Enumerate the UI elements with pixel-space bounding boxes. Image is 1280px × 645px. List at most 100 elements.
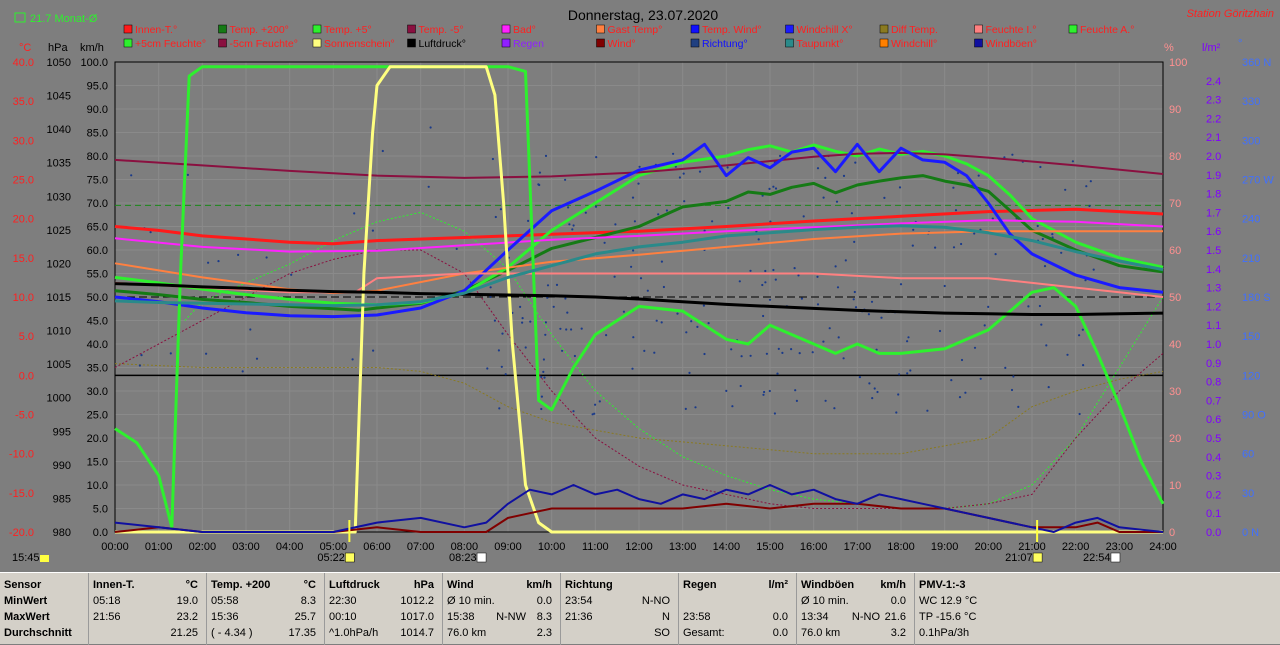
stats-column: Windböen km/h Ø 10 min. 0.0 13:34 N-NO 21.6 76.… xyxy=(796,573,914,645)
direction-point xyxy=(870,300,874,303)
humidity-tick-label: 70 xyxy=(1169,198,1181,210)
direction-point xyxy=(964,391,967,394)
direction-point xyxy=(568,223,571,226)
direction-point xyxy=(353,212,356,215)
time-tick-label: 09:00 xyxy=(494,541,522,553)
wind-tick-label: 60.0 xyxy=(87,245,108,257)
station-name: Station Göritzhain xyxy=(1187,8,1274,20)
sun-event-icon xyxy=(476,552,487,563)
legend-label: Richtung° xyxy=(702,38,748,50)
pressure-tick-label: 1005 xyxy=(47,359,71,371)
stats-column: PMV-1:-3 WC 12.9 °C TP -15.6 °C 0.1hPa/3h xyxy=(914,573,1034,645)
direction-point xyxy=(500,365,503,368)
stats-cell-value: 0.0 xyxy=(772,611,788,623)
direction-point xyxy=(504,373,507,376)
direction-point xyxy=(682,172,685,175)
stats-header-label: Temp. +200 xyxy=(211,579,271,591)
direction-point xyxy=(1078,412,1081,416)
stats-row: MaxWert xyxy=(4,611,84,627)
direction-point xyxy=(603,241,606,244)
direction-point xyxy=(584,211,587,214)
direction-point xyxy=(571,228,574,231)
stats-header: PMV-1:-3 xyxy=(919,579,1030,595)
legend-label: Sonnenschein° xyxy=(324,38,395,50)
direction-point xyxy=(726,166,729,169)
direction-point xyxy=(542,370,545,373)
stats-cell-value: 23.2 xyxy=(176,611,198,623)
pressure-tick-label: 985 xyxy=(53,493,71,505)
time-tick-label: 12:00 xyxy=(625,541,653,553)
stats-header-unit: l/m² xyxy=(768,579,788,591)
time-tick-label: 00:00 xyxy=(101,541,129,553)
direction-point xyxy=(1089,180,1092,183)
stats-header-unit: °C xyxy=(303,579,316,591)
direction-point xyxy=(739,384,742,388)
direction-point xyxy=(852,298,855,301)
stats-row: 76.0 km 2.3 xyxy=(447,627,556,643)
direction-point xyxy=(655,319,658,322)
stats-cell-label: 22:30 xyxy=(329,595,357,607)
rain-tick-label: 0.5 xyxy=(1206,433,1221,445)
series-line-8 xyxy=(114,65,1165,529)
direction-point xyxy=(660,260,664,263)
direction-point xyxy=(822,196,825,199)
direction-point xyxy=(290,273,293,276)
rain-tick-label: 2.3 xyxy=(1206,95,1221,107)
humidity-tick-label: 40 xyxy=(1169,339,1181,351)
wind-axis-unit: km/h xyxy=(80,42,104,54)
direction-point xyxy=(749,354,752,357)
time-tick-label: 20:00 xyxy=(975,541,1003,553)
series-line-6 xyxy=(114,142,1164,319)
direction-point xyxy=(798,352,801,355)
direction-point xyxy=(561,349,564,352)
direction-point xyxy=(241,370,244,373)
direction-tick-label: 60 xyxy=(1242,449,1254,461)
direction-tick-label: 180 S xyxy=(1242,292,1271,304)
stats-row: ^1.0hPa/h 1014.7 xyxy=(329,627,438,643)
stats-cell-label: TP -15.6 °C xyxy=(919,611,977,623)
direction-point xyxy=(351,358,354,361)
stats-column: Richtung 23:54 N-NO 21:36 N SO xyxy=(560,573,678,645)
direction-point xyxy=(138,364,141,367)
direction-point xyxy=(844,259,847,262)
direction-point xyxy=(381,149,384,153)
direction-point xyxy=(906,340,909,343)
direction-point xyxy=(960,242,963,246)
stats-row: 21.25 xyxy=(93,627,202,643)
direction-point xyxy=(249,328,252,331)
left-time-sun-icon xyxy=(40,555,49,562)
time-tick-label: 21:00 xyxy=(1018,541,1046,553)
stats-cell-value: N xyxy=(662,611,670,623)
direction-point xyxy=(491,157,494,161)
direction-point xyxy=(703,229,706,232)
direction-point xyxy=(498,407,501,410)
stats-column: Sensor MinWert MaxWert Durchschnitt xyxy=(0,573,88,645)
direction-point xyxy=(1010,388,1014,392)
direction-point xyxy=(1088,204,1091,208)
direction-point xyxy=(816,275,819,278)
direction-point xyxy=(519,305,522,308)
direction-point xyxy=(876,390,879,394)
legend-swatch xyxy=(879,24,889,34)
temp-tick-label: -15.0 xyxy=(9,488,34,500)
stats-cell-label: 0.1hPa/3h xyxy=(919,627,970,639)
direction-point xyxy=(630,265,633,268)
direction-point xyxy=(694,406,697,409)
direction-point xyxy=(538,171,542,174)
stats-header-label: Sensor xyxy=(4,579,42,591)
wind-tick-label: 15.0 xyxy=(87,457,108,469)
direction-point xyxy=(149,231,152,234)
pressure-tick-label: 1040 xyxy=(47,124,71,136)
legend-label: Temp. +5° xyxy=(324,24,372,36)
direction-tick-label: 210 xyxy=(1242,253,1260,265)
stats-cell-value: SO xyxy=(654,627,670,639)
direction-tick-label: 360 N xyxy=(1242,57,1271,69)
direction-point xyxy=(1047,386,1050,389)
direction-point xyxy=(499,208,502,211)
legend-swatch xyxy=(501,38,511,48)
direction-point xyxy=(1085,185,1088,188)
direction-point xyxy=(573,354,577,358)
direction-point xyxy=(622,310,626,313)
direction-point xyxy=(898,186,902,189)
rain-tick-label: 1.8 xyxy=(1206,189,1221,201)
